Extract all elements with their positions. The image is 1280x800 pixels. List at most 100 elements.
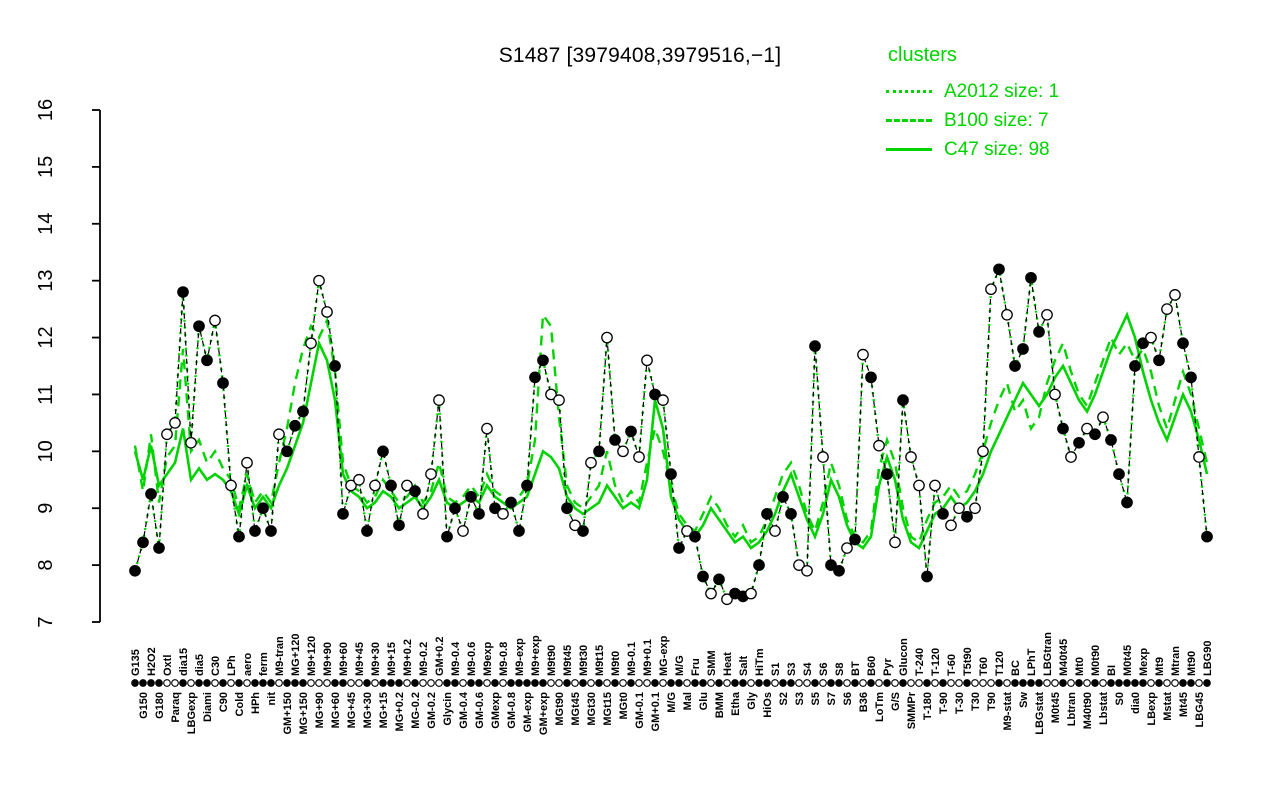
x-tick-label: aero [242, 652, 254, 676]
condition-marker [899, 679, 907, 687]
x-tick-label: LBG90 [1202, 641, 1214, 676]
condition-marker [1051, 679, 1059, 687]
condition-marker [195, 679, 203, 687]
x-tick-label: M9t0 [610, 651, 622, 676]
data-point-marker [873, 439, 885, 452]
x-tick-label: GM-exp [522, 692, 534, 733]
data-point-marker [1049, 388, 1061, 401]
data-point-marker [857, 348, 869, 361]
condition-marker [331, 679, 339, 687]
condition-marker [723, 679, 731, 687]
condition-marker [795, 679, 803, 687]
condition-marker [171, 679, 179, 687]
legend-heading: clusters [888, 44, 957, 66]
legend-entry-a2012: A2012 size: 1 [886, 77, 1059, 106]
x-tick-label: GM-0.1 [634, 692, 646, 729]
x-tick-label: MG-exp [658, 635, 670, 676]
cluster-lines [133, 264, 1209, 602]
condition-marker [819, 679, 827, 687]
x-tick-label: M9+90 [322, 642, 334, 676]
condition-marker [1139, 679, 1147, 687]
condition-marker [1203, 679, 1211, 687]
data-point-marker [505, 496, 517, 509]
x-tick-label: H2O2 [146, 647, 158, 676]
condition-marker [419, 679, 427, 687]
x-tick-label: BI [1106, 665, 1118, 676]
condition-marker [947, 679, 955, 687]
condition-marker [427, 679, 435, 687]
data-point-marker [545, 388, 557, 401]
condition-marker [675, 679, 683, 687]
data-point-marker [1177, 337, 1189, 350]
condition-marker [579, 679, 587, 687]
legend-entry-label: C47 size: 98 [944, 138, 1050, 160]
data-point-marker [1065, 451, 1077, 463]
data-point-marker [1017, 343, 1029, 355]
condition-marker [619, 679, 627, 687]
data-point-marker [297, 405, 309, 418]
x-tick-label: M40t45 [1058, 639, 1070, 676]
data-point-marker [1073, 436, 1085, 449]
condition-marker [243, 679, 251, 687]
x-tick-label: M9+45 [354, 642, 366, 676]
condition-marker [787, 679, 795, 687]
data-point-marker [609, 434, 621, 446]
data-point-marker [681, 525, 693, 537]
x-tick-label: M9-stat [1002, 692, 1014, 731]
x-tick-label: MG+15 [378, 692, 390, 728]
data-point-marker [601, 331, 613, 344]
condition-marker [1011, 679, 1019, 687]
data-point-marker [929, 479, 941, 492]
data-point-marker [833, 564, 845, 577]
condition-marker [363, 679, 371, 687]
condition-marker [411, 679, 419, 687]
condition-marker [1027, 679, 1035, 687]
x-tick-label: MGt0 [618, 692, 630, 720]
data-point-marker [585, 456, 597, 469]
data-point-marker [145, 488, 157, 500]
x-tick-label: T-30 [954, 692, 966, 714]
condition-marker [1035, 679, 1043, 687]
x-tick-label: HiOs [762, 692, 774, 718]
data-point-marker [433, 394, 445, 406]
x-tick-label: GM+150 [282, 692, 294, 735]
condition-marker [843, 679, 851, 687]
x-tick-label: Pyr [882, 658, 894, 676]
condition-marker [347, 679, 355, 687]
data-point-marker [1121, 496, 1133, 509]
data-point-marker [281, 445, 293, 458]
condition-marker [651, 679, 659, 687]
condition-marker [219, 679, 227, 687]
x-tick-label: T120 [994, 651, 1006, 676]
condition-marker [163, 679, 171, 687]
condition-marker [1059, 679, 1067, 687]
x-tick-label: S4 [802, 662, 814, 676]
x-tick-label: nit [266, 692, 278, 706]
gene-profile-markers [129, 263, 1213, 606]
x-tick-label: Mstat [1162, 692, 1174, 721]
data-point-marker [337, 508, 349, 520]
condition-marker [1123, 679, 1131, 687]
x-tick-label: M0t45 [1050, 692, 1062, 723]
x-tick-label: M/G [674, 655, 686, 676]
condition-marker [147, 679, 155, 687]
y-tick-label: 10 [35, 440, 57, 462]
data-point-marker [521, 479, 533, 492]
data-point-marker [273, 428, 285, 441]
data-point-marker [1137, 337, 1149, 350]
x-tick-label: T-180 [922, 692, 934, 720]
condition-marker [1019, 679, 1027, 687]
data-point-marker [217, 377, 229, 389]
x-tick-label: Glycin [442, 692, 454, 726]
data-point-marker [825, 559, 837, 571]
legend-entry-label: B100 size: 7 [944, 109, 1049, 131]
x-tick-label: Mt90 [1186, 651, 1198, 676]
data-point-marker [905, 451, 917, 463]
y-tick-label: 7 [35, 616, 57, 627]
x-tick-label: T-90 [938, 692, 950, 714]
condition-marker [971, 679, 979, 687]
x-tick-label: M40t90 [1082, 692, 1094, 729]
data-point-marker [209, 314, 221, 327]
condition-marker [1067, 679, 1075, 687]
x-tick-label: Fru [690, 658, 702, 676]
